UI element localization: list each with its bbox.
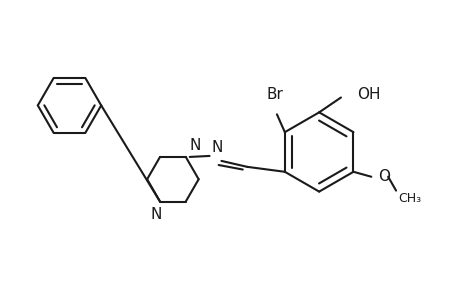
Text: OH: OH [356,87,380,102]
Text: N: N [150,208,162,223]
Text: Br: Br [266,87,283,102]
Text: O: O [377,169,389,184]
Text: CH₃: CH₃ [397,192,420,205]
Text: N: N [211,140,223,155]
Text: N: N [189,138,201,153]
